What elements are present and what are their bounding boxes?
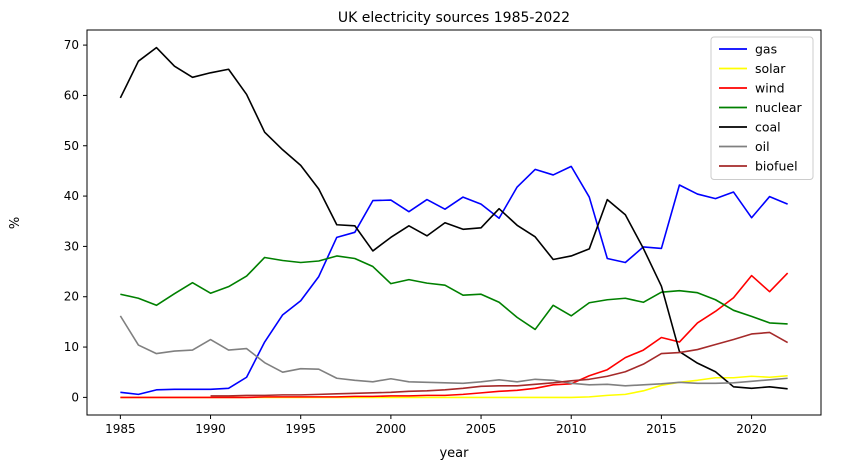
y-tick-label: 10 [64,340,79,354]
legend-label-oil: oil [755,139,770,154]
y-axis-label: % [8,217,23,229]
series-line-oil [119,315,788,387]
x-tick-label: 2005 [466,422,497,436]
x-tick-label: 1995 [285,422,316,436]
plot-frame [86,29,822,416]
x-axis-ticks: 1985 1990 1995 2000 2005 2010 2015 2020 [105,415,767,436]
legend-box [710,36,814,180]
legend: gas solar wind nuclear coal oil biofuel [710,36,814,180]
x-tick-label: 2015 [646,422,677,436]
y-tick-label: 0 [71,390,79,404]
legend-label-nuclear: nuclear [755,100,803,115]
chart-title: UK electricity sources 1985-2022 [338,10,570,26]
legend-label-biofuel: biofuel [755,159,798,174]
y-tick-label: 30 [64,239,79,253]
legend-label-solar: solar [755,61,786,76]
legend-label-coal: coal [755,120,781,135]
y-tick-label: 50 [64,139,79,153]
y-axis-ticks: 0 10 20 30 40 50 60 70 [64,38,87,404]
x-tick-label: 2010 [556,422,587,436]
y-tick-label: 40 [64,189,79,203]
x-tick-label: 2000 [376,422,407,436]
x-tick-label: 1985 [105,422,136,436]
series-line-coal [119,46,788,390]
series-line-nuclear [120,255,788,331]
x-tick-label: 2020 [736,422,767,436]
y-tick-label: 60 [64,88,79,102]
y-tick-label: 20 [64,290,79,304]
x-axis-label: year [439,446,469,461]
legend-label-wind: wind [755,81,785,96]
series-line-biofuel [210,331,789,397]
x-tick-label: 1990 [195,422,226,436]
y-tick-label: 70 [64,38,79,52]
legend-label-gas: gas [755,42,777,57]
series-line-gas [120,165,788,396]
